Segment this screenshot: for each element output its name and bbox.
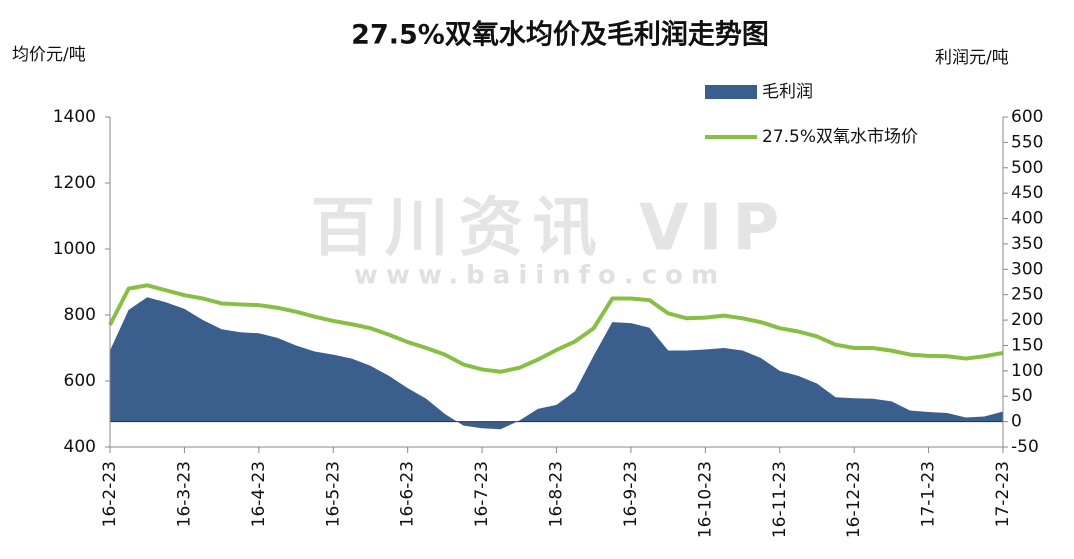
x-tick-label: 16-10-23 [695, 461, 715, 538]
y-tick-label: 1000 [53, 239, 96, 259]
y2-tick-label: 600 [1011, 107, 1043, 127]
y-tick-label: 400 [64, 437, 96, 457]
y2-tick-label: 500 [1011, 158, 1043, 178]
y-tick-label: 1200 [53, 173, 96, 193]
legend-label: 毛利润 [762, 82, 813, 102]
y2-axis-label: 利润元/吨 [935, 48, 1009, 68]
y-tick-label: 600 [64, 371, 96, 391]
x-tick-label: 16-7-23 [472, 461, 492, 527]
chart-title: 27.5%双氧水均价及毛利润走势图 [351, 19, 769, 51]
legend-label: 27.5%双氧水市场价 [762, 127, 918, 147]
y-axis-label: 均价元/吨 [12, 45, 86, 65]
x-tick-label: 16-5-23 [323, 461, 343, 527]
y2-tick-label: -50 [1011, 437, 1039, 457]
x-tick-label: 16-3-23 [174, 461, 194, 527]
y2-tick-label: 250 [1011, 285, 1043, 305]
y2-tick-label: 350 [1011, 234, 1043, 254]
area [110, 297, 1003, 430]
watermark-url: www.baiinfo.com [354, 261, 726, 291]
y2-tick-label: 450 [1011, 183, 1043, 203]
x-tick-label: 17-2-23 [993, 461, 1013, 527]
x-tick-label: 17-1-23 [919, 461, 939, 527]
legend-swatch [705, 85, 757, 99]
y2-tick-label: 550 [1011, 132, 1043, 152]
y2-tick-label: 300 [1011, 259, 1043, 279]
y2-tick-label: 50 [1011, 386, 1033, 406]
x-tick-label: 16-8-23 [547, 461, 567, 527]
watermark: 百川资讯 VIP [311, 192, 790, 266]
x-tick-label: 16-4-23 [249, 461, 269, 527]
x-tick-label: 16-12-23 [844, 461, 864, 538]
x-tick-label: 16-6-23 [398, 461, 418, 527]
x-tick-label: 16-2-23 [100, 461, 120, 527]
y-tick-label: 1400 [53, 107, 96, 127]
y2-tick-label: 200 [1011, 310, 1043, 330]
y2-tick-label: 400 [1011, 209, 1043, 229]
line [108, 283, 1004, 374]
y2-tick-label: 100 [1011, 361, 1043, 381]
y2-tick-label: 150 [1011, 335, 1043, 355]
x-tick-label: 16-9-23 [621, 461, 641, 527]
x-tick-label: 16-11-23 [770, 461, 790, 538]
y-tick-label: 800 [64, 305, 96, 325]
y2-tick-label: 0 [1011, 412, 1022, 432]
